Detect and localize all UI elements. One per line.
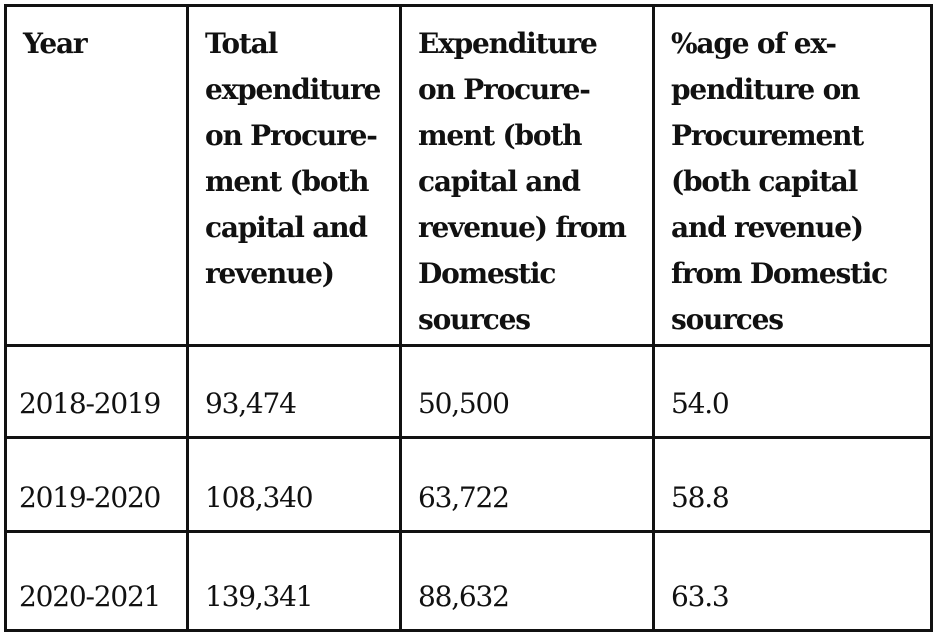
header-line: Domestic [418, 257, 556, 290]
table-header-row: Year Total expenditure on Procure-ment (bo… [4, 4, 933, 347]
table-row: 2019-2020 108,340 63,722 58.8 [4, 436, 933, 533]
header-line: Expenditure [418, 27, 598, 60]
header-line: penditure on [671, 73, 860, 106]
header-line: ment (both [205, 165, 369, 198]
header-line: revenue) [205, 257, 335, 290]
cell-total-expenditure: 108,340 [186, 436, 402, 533]
header-line: capital and [205, 211, 368, 244]
cell-total-expenditure: 139,341 [186, 530, 402, 632]
header-total-expenditure: Total expenditure on Procure-ment (both cap… [186, 4, 402, 347]
header-domestic-percentage: %age of ex-penditure on Procurement (both … [652, 4, 933, 347]
cell-domestic-expenditure: 63,722 [399, 436, 655, 533]
header-line: revenue) from [418, 211, 627, 244]
procurement-expenditure-table: Year Total expenditure on Procure-ment (bo… [4, 4, 933, 632]
header-line: and revenue) [671, 211, 864, 244]
cell-domestic-percentage: 54.0 [652, 344, 933, 439]
header-line: Total [205, 27, 278, 60]
cell-domestic-percentage: 58.8 [652, 436, 933, 533]
header-line: on Procure- [418, 73, 591, 106]
cell-domestic-expenditure: 50,500 [399, 344, 655, 439]
cell-year: 2019-2020 [4, 436, 189, 533]
table-row: 2020-2021 139,341 88,632 63.3 [4, 530, 933, 632]
header-line: ment (both [418, 119, 582, 152]
header-domestic-expenditure: Expenditure on Procure-ment (both capital … [399, 4, 655, 347]
header-line: Year [23, 27, 88, 60]
header-line: on Procure- [205, 119, 378, 152]
header-year: Year [4, 4, 189, 347]
cell-year: 2018-2019 [4, 344, 189, 439]
header-line: Procurement [671, 119, 864, 152]
cell-domestic-expenditure: 88,632 [399, 530, 655, 632]
header-line: capital and [418, 165, 581, 198]
header-line: from Domestic [671, 257, 888, 290]
cell-year: 2020-2021 [4, 530, 189, 632]
cell-domestic-percentage: 63.3 [652, 530, 933, 632]
header-line: (both capital [671, 165, 858, 198]
header-line: %age of ex- [671, 27, 837, 60]
header-line: expenditure [205, 73, 381, 106]
header-line: sources [671, 303, 784, 336]
header-line: sources [418, 303, 531, 336]
cell-total-expenditure: 93,474 [186, 344, 402, 439]
table-row: 2018-2019 93,474 50,500 54.0 [4, 344, 933, 439]
